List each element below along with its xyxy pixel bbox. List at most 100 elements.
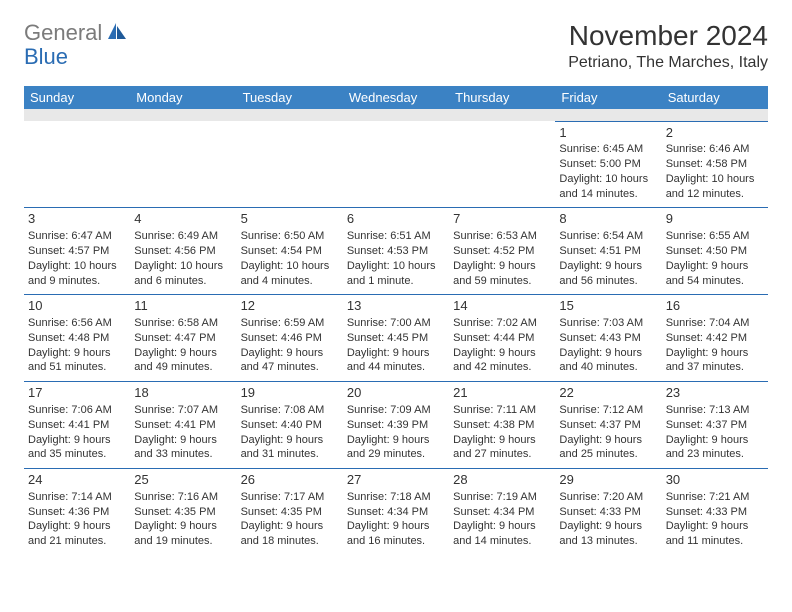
day-cell: 13Sunrise: 7:00 AMSunset: 4:45 PMDayligh… [343, 295, 449, 382]
daylight-line: Daylight: 9 hours [666, 433, 764, 448]
day-cell: 6Sunrise: 6:51 AMSunset: 4:53 PMDaylight… [343, 208, 449, 295]
sunset-line: Sunset: 4:34 PM [453, 505, 551, 520]
daylight-line: and 21 minutes. [28, 534, 126, 549]
sunrise-line: Sunrise: 7:00 AM [347, 316, 445, 331]
day-number: 30 [666, 471, 764, 489]
daylight-line: and 35 minutes. [28, 447, 126, 462]
sunset-line: Sunset: 4:45 PM [347, 331, 445, 346]
sunset-line: Sunset: 4:35 PM [241, 505, 339, 520]
day-cell: 27Sunrise: 7:18 AMSunset: 4:34 PMDayligh… [343, 469, 449, 555]
day-cell: 2Sunrise: 6:46 AMSunset: 4:58 PMDaylight… [662, 121, 768, 208]
day-number: 27 [347, 471, 445, 489]
day-number: 4 [134, 210, 232, 228]
sunrise-line: Sunrise: 6:47 AM [28, 229, 126, 244]
day-cell: 21Sunrise: 7:11 AMSunset: 4:38 PMDayligh… [449, 382, 555, 469]
calendar-week-row: 17Sunrise: 7:06 AMSunset: 4:41 PMDayligh… [24, 382, 768, 469]
day-cell: 4Sunrise: 6:49 AMSunset: 4:56 PMDaylight… [130, 208, 236, 295]
daylight-line: and 33 minutes. [134, 447, 232, 462]
day-header: Friday [555, 86, 661, 109]
sunset-line: Sunset: 4:35 PM [134, 505, 232, 520]
day-cell: 12Sunrise: 6:59 AMSunset: 4:46 PMDayligh… [237, 295, 343, 382]
calendar-week-row: 1Sunrise: 6:45 AMSunset: 5:00 PMDaylight… [24, 121, 768, 208]
daylight-line: and 31 minutes. [241, 447, 339, 462]
daylight-line: Daylight: 9 hours [453, 433, 551, 448]
sunset-line: Sunset: 4:37 PM [559, 418, 657, 433]
day-number: 3 [28, 210, 126, 228]
day-cell: 22Sunrise: 7:12 AMSunset: 4:37 PMDayligh… [555, 382, 661, 469]
sunrise-line: Sunrise: 6:46 AM [666, 142, 764, 157]
day-header: Tuesday [237, 86, 343, 109]
daylight-line: Daylight: 9 hours [347, 346, 445, 361]
sunrise-line: Sunrise: 7:17 AM [241, 490, 339, 505]
day-number: 14 [453, 297, 551, 315]
day-cell: 25Sunrise: 7:16 AMSunset: 4:35 PMDayligh… [130, 469, 236, 555]
sunset-line: Sunset: 4:37 PM [666, 418, 764, 433]
empty-cell [24, 121, 130, 208]
daylight-line: Daylight: 9 hours [347, 433, 445, 448]
logo-text-general: General [24, 20, 102, 46]
day-cell: 9Sunrise: 6:55 AMSunset: 4:50 PMDaylight… [662, 208, 768, 295]
daylight-line: and 6 minutes. [134, 274, 232, 289]
day-cell: 8Sunrise: 6:54 AMSunset: 4:51 PMDaylight… [555, 208, 661, 295]
daylight-line: Daylight: 9 hours [559, 433, 657, 448]
sunrise-line: Sunrise: 7:04 AM [666, 316, 764, 331]
sunset-line: Sunset: 4:38 PM [453, 418, 551, 433]
day-number: 11 [134, 297, 232, 315]
day-number: 18 [134, 384, 232, 402]
daylight-line: Daylight: 9 hours [134, 346, 232, 361]
day-number: 12 [241, 297, 339, 315]
sunset-line: Sunset: 4:52 PM [453, 244, 551, 259]
daylight-line: and 44 minutes. [347, 360, 445, 375]
sunset-line: Sunset: 4:36 PM [28, 505, 126, 520]
location: Petriano, The Marches, Italy [568, 54, 768, 72]
sunset-line: Sunset: 4:46 PM [241, 331, 339, 346]
sunrise-line: Sunrise: 6:54 AM [559, 229, 657, 244]
calendar-week-row: 10Sunrise: 6:56 AMSunset: 4:48 PMDayligh… [24, 295, 768, 382]
sunrise-line: Sunrise: 6:58 AM [134, 316, 232, 331]
sunset-line: Sunset: 4:54 PM [241, 244, 339, 259]
sunrise-line: Sunrise: 7:08 AM [241, 403, 339, 418]
daylight-line: Daylight: 9 hours [559, 519, 657, 534]
sunrise-line: Sunrise: 7:06 AM [28, 403, 126, 418]
daylight-line: and 25 minutes. [559, 447, 657, 462]
day-number: 26 [241, 471, 339, 489]
day-number: 25 [134, 471, 232, 489]
day-cell: 16Sunrise: 7:04 AMSunset: 4:42 PMDayligh… [662, 295, 768, 382]
day-cell: 5Sunrise: 6:50 AMSunset: 4:54 PMDaylight… [237, 208, 343, 295]
day-number: 1 [559, 124, 657, 142]
daylight-line: and 27 minutes. [453, 447, 551, 462]
daylight-line: Daylight: 9 hours [347, 519, 445, 534]
daylight-line: Daylight: 9 hours [241, 433, 339, 448]
day-cell: 19Sunrise: 7:08 AMSunset: 4:40 PMDayligh… [237, 382, 343, 469]
daylight-line: Daylight: 9 hours [28, 519, 126, 534]
sunrise-line: Sunrise: 7:03 AM [559, 316, 657, 331]
day-cell: 18Sunrise: 7:07 AMSunset: 4:41 PMDayligh… [130, 382, 236, 469]
day-cell: 23Sunrise: 7:13 AMSunset: 4:37 PMDayligh… [662, 382, 768, 469]
sunset-line: Sunset: 4:51 PM [559, 244, 657, 259]
sunrise-line: Sunrise: 6:56 AM [28, 316, 126, 331]
empty-cell [449, 121, 555, 208]
daylight-line: and 12 minutes. [666, 187, 764, 202]
sunrise-line: Sunrise: 6:45 AM [559, 142, 657, 157]
daylight-line: Daylight: 9 hours [666, 519, 764, 534]
daylight-line: and 47 minutes. [241, 360, 339, 375]
calendar-header-row: SundayMondayTuesdayWednesdayThursdayFrid… [24, 86, 768, 109]
day-number: 21 [453, 384, 551, 402]
day-cell: 7Sunrise: 6:53 AMSunset: 4:52 PMDaylight… [449, 208, 555, 295]
day-cell: 26Sunrise: 7:17 AMSunset: 4:35 PMDayligh… [237, 469, 343, 555]
day-cell: 10Sunrise: 6:56 AMSunset: 4:48 PMDayligh… [24, 295, 130, 382]
sunrise-line: Sunrise: 7:20 AM [559, 490, 657, 505]
daylight-line: and 29 minutes. [347, 447, 445, 462]
daylight-line: and 1 minute. [347, 274, 445, 289]
daylight-line: and 40 minutes. [559, 360, 657, 375]
day-cell: 28Sunrise: 7:19 AMSunset: 4:34 PMDayligh… [449, 469, 555, 555]
daylight-line: Daylight: 9 hours [241, 519, 339, 534]
logo-sail-icon [106, 21, 128, 46]
day-number: 24 [28, 471, 126, 489]
day-number: 29 [559, 471, 657, 489]
sunrise-line: Sunrise: 7:21 AM [666, 490, 764, 505]
spacer-row [24, 109, 768, 121]
sunrise-line: Sunrise: 6:49 AM [134, 229, 232, 244]
sunset-line: Sunset: 4:33 PM [559, 505, 657, 520]
day-number: 5 [241, 210, 339, 228]
